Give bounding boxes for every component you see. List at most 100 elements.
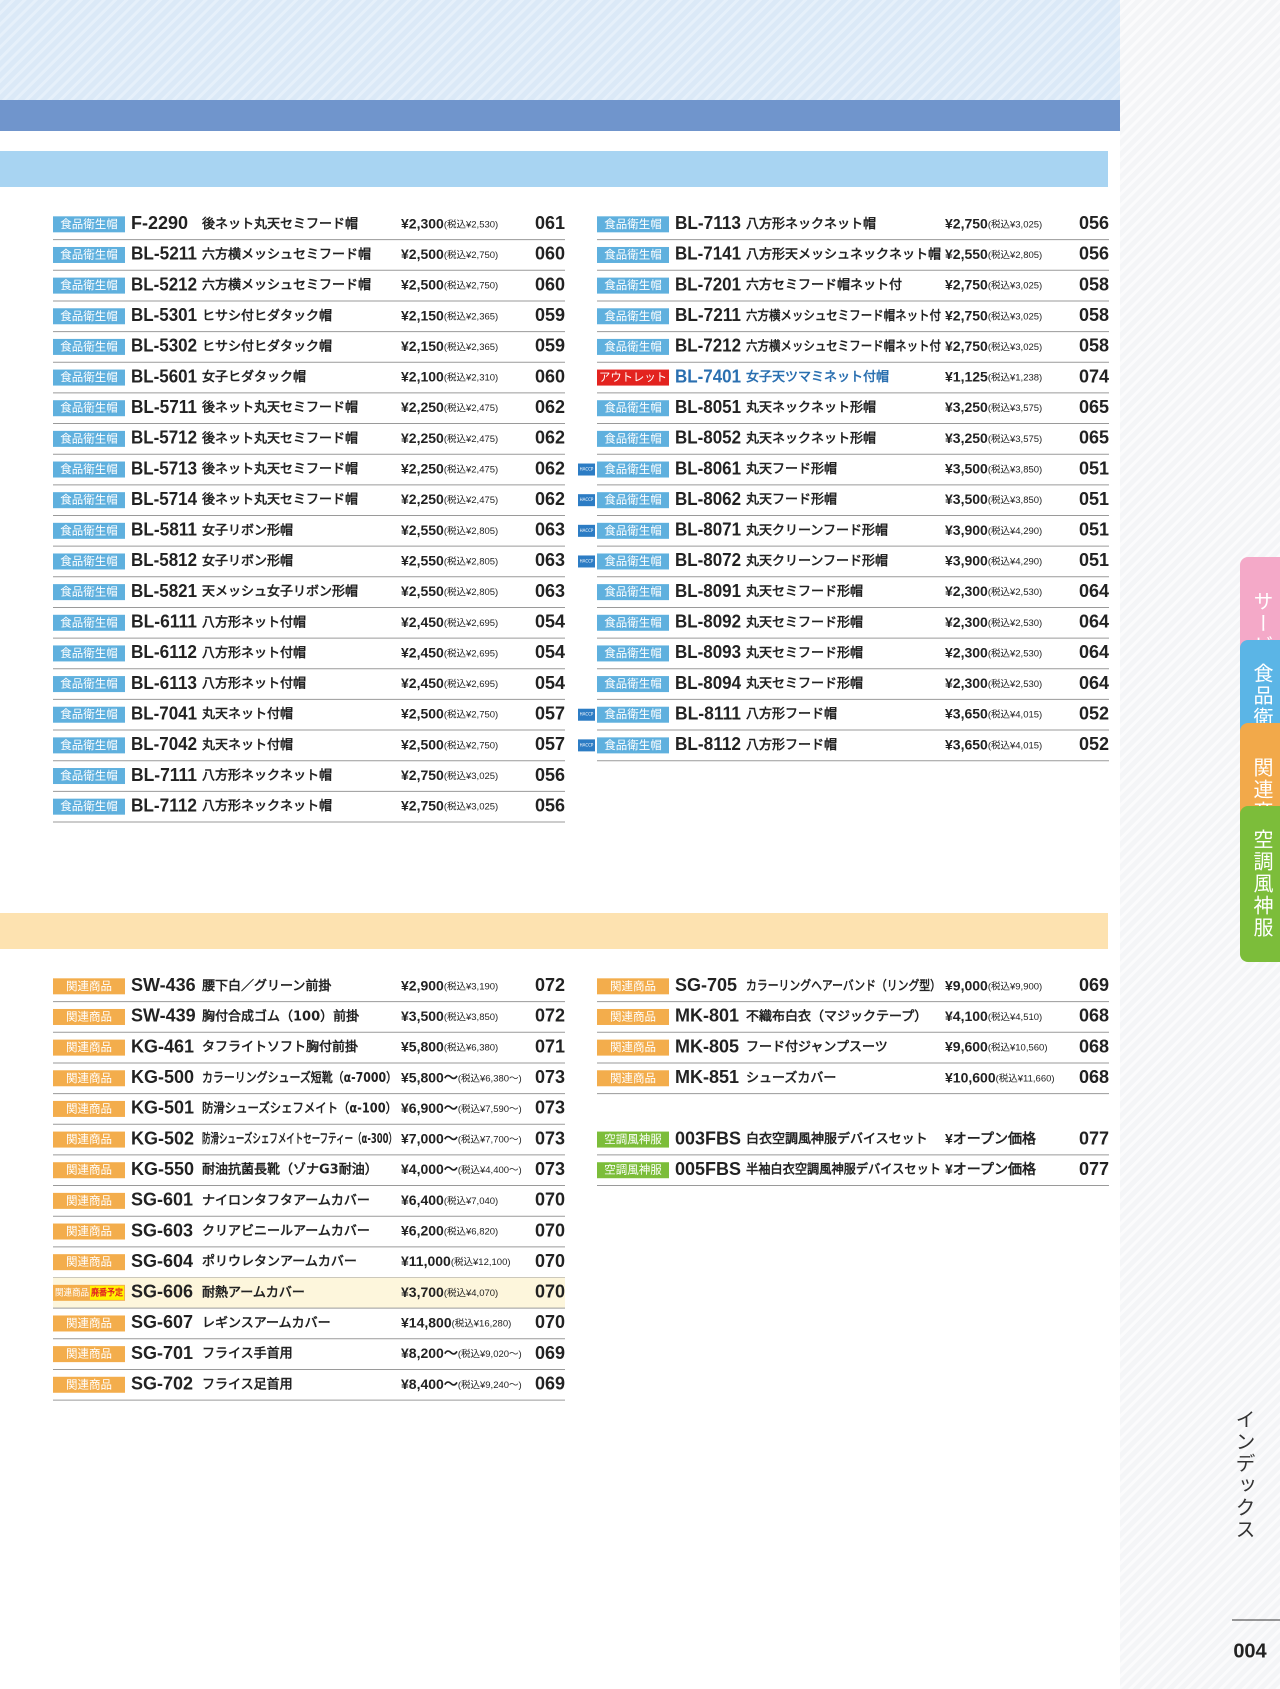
index-row: 食品衛生帽 BL-5812 女子リボン形帽 ¥2,550(税込¥2,805) 063 (53, 550, 565, 578)
product-code: 003FBS (675, 1128, 741, 1148)
price: ¥2,500(税込¥2,750) (401, 705, 498, 721)
price-value: ¥2,250 (401, 399, 444, 415)
index-row: 食品衛生帽 BL-7042 丸天ネット付帽 ¥2,500(税込¥2,750) 057 (53, 734, 565, 762)
price: ¥2,450(税込¥2,695) (401, 644, 498, 660)
product-code: BL-7141 (675, 244, 741, 264)
price-tax: (税込¥2,475) (444, 463, 498, 475)
product-code: MK-851 (675, 1067, 739, 1087)
price-value: ¥3,650 (945, 705, 988, 721)
page-ref: 059 (535, 336, 565, 356)
price-value: ¥3,250 (945, 399, 988, 415)
price-value: ¥2,250 (401, 460, 444, 476)
product-name: 防滑シューズシェフメイト（α-100） (202, 1100, 397, 1116)
product-code: SG-705 (675, 975, 737, 995)
page-ref: 077 (1079, 1128, 1109, 1148)
product-name: フライス手首用 (202, 1346, 293, 1362)
price-tax: (税込¥3,025) (444, 800, 498, 812)
price-tax: (税込¥4,510) (988, 1010, 1042, 1022)
tag-label: 食品衛生帽 (604, 738, 662, 752)
index-row: 関連商品 SW-436 腰下白／グリーン前掛 ¥2,900(税込¥3,190) 072 (53, 975, 565, 1003)
product-name: 八方形ネックネット帽 (202, 798, 332, 814)
product-name: ポリウレタンアームカバー (202, 1254, 357, 1270)
price: ¥2,250(税込¥2,475) (401, 430, 498, 446)
price-value: ¥2,300 (401, 215, 444, 231)
page-ref: 058 (1079, 274, 1109, 294)
page-ref: 051 (1079, 520, 1109, 540)
product-name: 後ネット丸天セミフード帽 (201, 430, 358, 446)
price-tax: (税込¥4,015) (988, 739, 1042, 751)
price-tax: (税込¥3,850) (988, 494, 1042, 506)
price: ¥2,250(税込¥2,475) (401, 399, 498, 415)
product-code: BL-5811 (131, 520, 197, 540)
tag-label: 関連商品 (66, 1132, 112, 1146)
index-row: 食品衛生帽 BL-7211 六方横メッシュセミフード帽ネット付¥2,750(税込¥3… (597, 305, 1109, 333)
product-code: KG-461 (131, 1036, 194, 1056)
price-tax: (税込¥2,475) (444, 494, 498, 506)
price-tax: (税込¥4,290) (988, 555, 1042, 567)
price-tax: (税込¥6,380) (444, 1041, 498, 1053)
page-ref: 073 (535, 1098, 565, 1118)
index-row: 関連商品 SG-601 ナイロンタフタアームカバー ¥6,400(税込¥7,040) 0… (53, 1190, 565, 1217)
page-ref: 070 (535, 1220, 565, 1240)
price: ¥2,900(税込¥3,190) (401, 977, 498, 993)
tag-label: 関連商品 (66, 979, 112, 993)
price-tax: (税込¥2,695) (444, 647, 498, 659)
price: ¥2,750(税込¥3,025) (945, 276, 1042, 292)
price-tax: (税込¥3,850) (444, 1010, 498, 1022)
price-value: ¥4,000～ (401, 1161, 458, 1177)
index-row: 食品衛生帽 BL-8093 丸天セミフード形帽 ¥2,300(税込¥2,530) 064 (597, 642, 1109, 670)
product-code: BL-6112 (131, 642, 197, 662)
haccp-badge (578, 494, 595, 507)
tag (53, 400, 125, 417)
price-value: ¥3,900 (945, 552, 988, 568)
price-value: ¥5,800 (401, 1038, 444, 1054)
tag (597, 676, 669, 693)
product-name: 腰下白／グリーン前掛 (202, 978, 332, 994)
tag (597, 277, 669, 294)
header-bar (0, 100, 1120, 131)
index-row: 関連商品 SG-607 レギンスアームカバー ¥14,800(税込¥16,280) 07… (53, 1312, 565, 1340)
tag (53, 1223, 125, 1240)
tag-label: 食品衛生帽 (604, 431, 662, 445)
page-ref: 064 (1079, 612, 1109, 632)
product-name: タフライトソフト胸付前掛 (202, 1039, 359, 1055)
product-code: BL-7112 (131, 795, 197, 815)
price-tax: (税込¥3,025) (444, 770, 498, 782)
product-name: フライス足首用 (202, 1376, 293, 1392)
product-code: BL-8052 (675, 428, 741, 448)
tag (53, 553, 125, 570)
product-name: 丸天ネックネット形帽 (745, 400, 876, 416)
product-name: 八方形ネット付帽 (202, 676, 306, 692)
index-row: 食品衛生帽 BL-8092 丸天セミフード形帽 ¥2,300(税込¥2,530) 064 (597, 612, 1109, 639)
tag-label: 食品衛生帽 (60, 523, 118, 537)
tag-label: 食品衛生帽 (60, 554, 118, 568)
page-ref: 073 (535, 1067, 565, 1087)
price-value: ¥6,200 (401, 1222, 444, 1238)
product-name: 防滑シューズシェフメイトセーフティー（α-300） (202, 1131, 397, 1147)
tag-label: 食品衛生帽 (60, 738, 118, 752)
tag-label: 食品衛生帽 (60, 462, 118, 476)
product-name: 丸天フード形帽 (745, 461, 837, 477)
price-tax: (税込¥2,805) (444, 586, 498, 598)
index-row: 関連商品 KG-502 防滑シューズシェフメイトセーフティー（α-300）¥7,00… (53, 1128, 565, 1156)
tag (597, 308, 669, 325)
product-name: 八方形ネックネット帽 (202, 768, 332, 784)
price-value: ¥2,550 (401, 522, 444, 538)
product-code: BL-5812 (131, 550, 197, 570)
index-row: 食品衛生帽 BL-5713 後ネット丸天セミフード帽 ¥2,250(税込¥2,475)… (53, 458, 565, 486)
product-name: 天メッシュ女子リボン形帽 (202, 584, 358, 600)
price: ¥9,600(税込¥10,560) (945, 1038, 1048, 1054)
tag (53, 1162, 125, 1179)
tag-label: 空調風神服 (604, 1163, 662, 1177)
price-value: ¥2,100 (401, 368, 444, 384)
price-tax: (税込¥2,750) (444, 708, 498, 720)
price: ¥2,150(税込¥2,365) (401, 338, 498, 354)
index-row: アウトレット BL-7401 女子天ツマミネット付帽 ¥1,125(税込¥1,238)… (597, 366, 1109, 394)
tag-label: 食品衛生帽 (604, 493, 662, 507)
tag-label: 関連商品 (610, 1040, 656, 1054)
tag-label: 食品衛生帽 (604, 401, 662, 415)
price-value: ¥2,300 (945, 613, 988, 629)
price-tax: (税込¥2,475) (444, 402, 498, 414)
product-code: SW-439 (131, 1006, 196, 1026)
page-ref: 072 (535, 1006, 565, 1026)
